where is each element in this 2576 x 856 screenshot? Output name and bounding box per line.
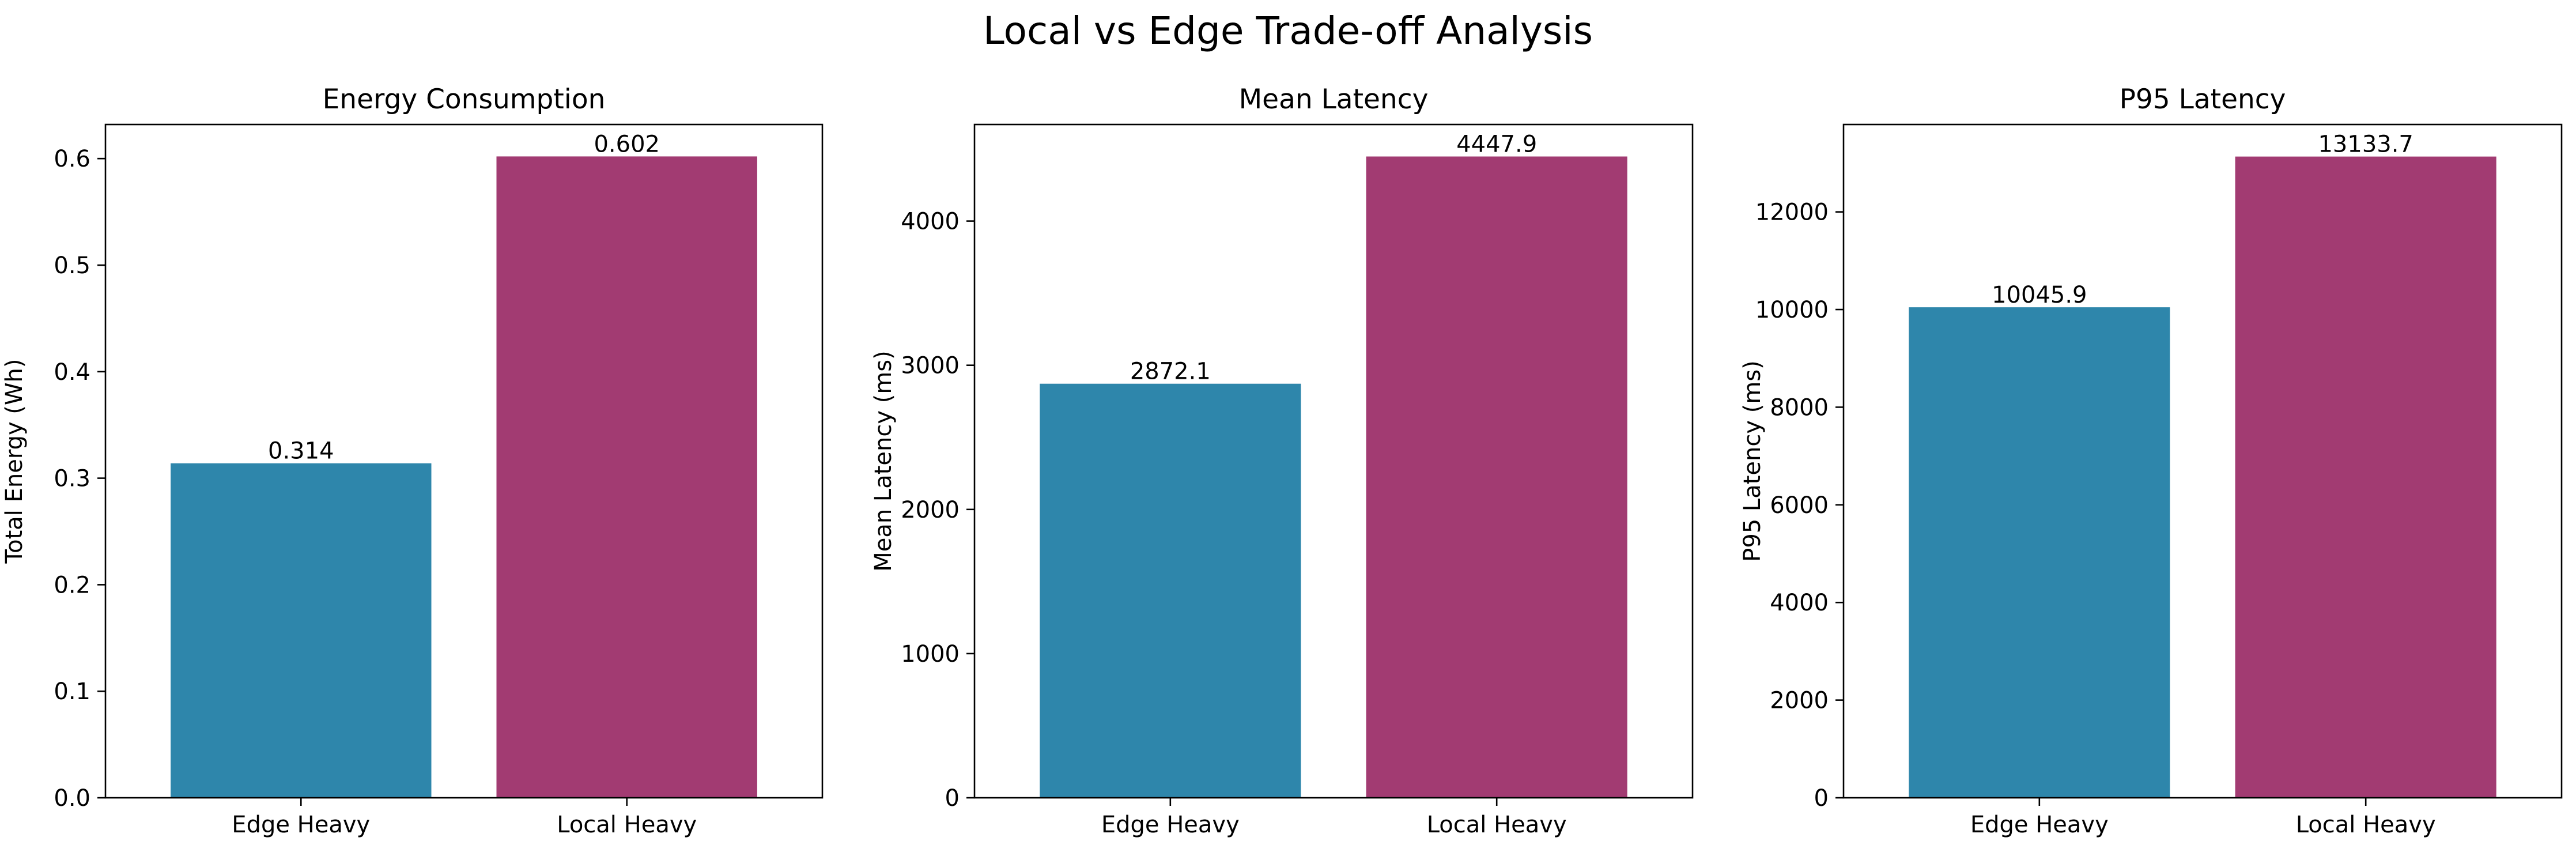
subplot-title: P95 Latency (2120, 84, 2286, 115)
bar-value-label: 10045.9 (1992, 282, 2087, 308)
x-tick-label: Edge Heavy (1101, 812, 1240, 838)
y-tick-label: 2000 (1770, 688, 1829, 714)
axes-frame (973, 123, 1694, 799)
bar-local-heavy (2235, 156, 2496, 798)
y-tick-label: 4000 (901, 209, 960, 235)
figure-title: Local vs Edge Trade-off Analysis (983, 9, 1593, 53)
y-axis-label: Mean Latency (ms) (870, 350, 897, 572)
bar-local-heavy (496, 156, 757, 798)
y-axis-label: Total Energy (Wh) (1, 359, 28, 564)
x-tick-label: Local Heavy (557, 812, 697, 838)
y-tick-label: 0.6 (54, 146, 90, 172)
subplot-title: Energy Consumption (323, 84, 606, 115)
bar-value-label: 2872.1 (1130, 359, 1211, 385)
bar-value-label: 0.602 (594, 131, 660, 157)
y-tick-label: 0 (1814, 785, 1829, 812)
panel-energy-consumption: 0.314 0.602 0.0 0.1 0.2 0.3 0.4 0.5 0.6 Edge Heav… (1, 84, 824, 838)
y-tick-label: 6000 (1770, 492, 1829, 519)
y-tick-label: 0.3 (54, 466, 90, 492)
x-tick-label: Edge Heavy (232, 812, 370, 838)
y-tick-label: 8000 (1770, 394, 1829, 421)
y-tick-label: 10000 (1755, 297, 1829, 323)
x-tick-label: Edge Heavy (1970, 812, 2109, 838)
bar-edge-heavy (1040, 383, 1301, 798)
bar-value-label: 13133.7 (2318, 131, 2413, 158)
panel-p95-latency: 10045.9 13133.7 0 2000 4000 6000 8000 10000 1200… (1739, 84, 2563, 838)
panel-mean-latency: 2872.1 4447.9 0 1000 2000 3000 4000 Edge Heavy L… (870, 84, 1694, 838)
y-tick-label: 2000 (901, 497, 960, 523)
subplot-title: Mean Latency (1239, 84, 1429, 115)
y-tick-label: 3000 (901, 353, 960, 379)
bar-value-label: 4447.9 (1456, 131, 1537, 158)
y-tick-label: 1000 (901, 641, 960, 668)
axes-frame (1842, 123, 2563, 799)
y-tick-label: 0.4 (54, 359, 90, 386)
y-tick-label: 0.1 (54, 678, 90, 705)
y-tick-label: 0.5 (54, 252, 90, 279)
bar-value-label: 0.314 (268, 438, 334, 465)
x-tick-label: Local Heavy (1427, 812, 1567, 838)
y-tick-label: 0.0 (54, 785, 90, 812)
bar-edge-heavy (1909, 307, 2170, 798)
y-tick-label: 4000 (1770, 590, 1829, 616)
axes-frame (104, 123, 824, 799)
x-tick-label: Local Heavy (2296, 812, 2436, 838)
bar-local-heavy (1366, 156, 1627, 798)
bar-edge-heavy (171, 463, 432, 798)
y-axis-label: P95 Latency (ms) (1739, 360, 1766, 562)
y-tick-label: 0.2 (54, 572, 90, 598)
y-tick-label: 0 (945, 785, 960, 812)
y-tick-label: 12000 (1755, 199, 1829, 226)
